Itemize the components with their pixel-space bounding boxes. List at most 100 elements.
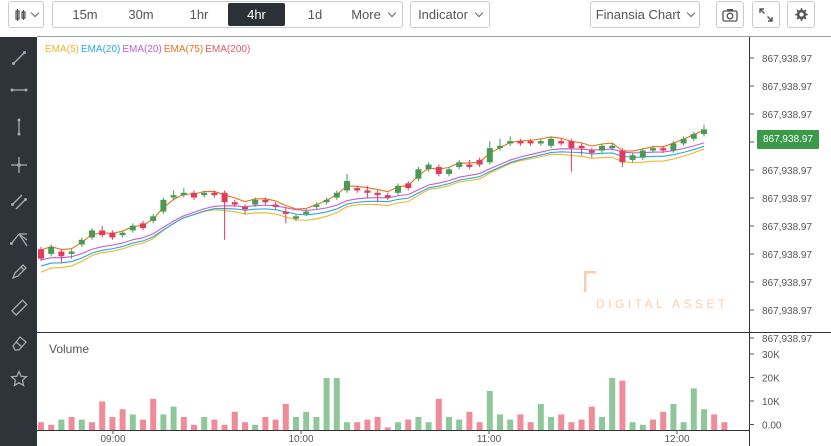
volume-bar [721, 422, 728, 430]
volume-bar [609, 378, 616, 430]
volume-bar [384, 427, 391, 430]
ema-line [40, 142, 705, 261]
volume-bar [537, 404, 544, 430]
candle-body [476, 159, 483, 165]
candle-body [140, 223, 146, 229]
volume-title: Volume [49, 342, 90, 356]
volume-axis-label: 30K [762, 350, 780, 361]
vertical-line-icon [17, 118, 21, 136]
candle-body [68, 251, 75, 254]
candle-body [384, 195, 391, 198]
volume-bar [374, 417, 381, 430]
volume-bar [476, 422, 483, 430]
volume-bar [170, 406, 177, 430]
volume-bar [619, 380, 626, 430]
legend-ema75[interactable]: EMA(75) [163, 44, 204, 55]
brush-tool[interactable] [6, 259, 32, 285]
candle-body [313, 204, 320, 207]
chart-type-button[interactable] [8, 1, 44, 28]
settings-button[interactable] [787, 1, 815, 28]
fork-tool[interactable] [6, 226, 32, 252]
camera-icon [722, 8, 738, 22]
expand-icon [759, 7, 773, 22]
candle-body [548, 138, 554, 146]
volume-bar [38, 422, 44, 430]
legend-ema20-a[interactable]: EMA(20) [80, 44, 121, 55]
interval-1d[interactable]: 1d [307, 7, 323, 22]
candle-body [180, 192, 187, 196]
interval-1hr[interactable]: 1hr [189, 7, 209, 22]
volume-bar [201, 417, 208, 430]
candle-body [415, 169, 422, 179]
interval-4hr[interactable]: 4hr [228, 3, 285, 26]
price-axis-label: 867,938.97 [762, 334, 812, 345]
horizontal-line-icon [10, 88, 28, 92]
candle-body [456, 162, 463, 167]
volume-bar [180, 417, 187, 430]
candle-body [486, 148, 493, 163]
candle-body [119, 232, 126, 236]
crosshair-tool[interactable] [6, 152, 32, 178]
crosshair-icon [11, 157, 27, 173]
price-axis-label: 867,938.97 [762, 278, 812, 289]
interval-15m[interactable]: 15m [72, 7, 98, 22]
volume-bar [690, 388, 697, 430]
candle-body [221, 192, 228, 203]
candle-body [670, 143, 677, 151]
candle-body [282, 211, 289, 214]
candle-body [588, 150, 595, 153]
screenshot-button[interactable] [716, 1, 744, 28]
candle-body [650, 148, 656, 151]
watermark-text: DIGITAL ASSET [596, 297, 729, 311]
time-axis-label: 10:00 [288, 434, 313, 445]
eraser-tool[interactable] [6, 330, 32, 356]
legend-ema5[interactable]: EMA(5) [45, 44, 79, 55]
price-axis-label: 867,938.97 [762, 82, 812, 93]
trend-line-tool[interactable] [6, 45, 32, 71]
drawing-toolbar [0, 37, 37, 446]
chart-source-select[interactable]: Finansia Chart [590, 1, 700, 28]
favorites-tool[interactable] [6, 366, 32, 392]
candle-body [578, 145, 585, 149]
volume-bar [313, 417, 320, 430]
volume-bar [252, 424, 259, 430]
volume-bar [639, 424, 646, 430]
horizontal-line-tool[interactable] [6, 77, 32, 103]
candle-body [129, 225, 136, 231]
candle-body [211, 192, 218, 196]
candle-body [191, 192, 197, 198]
interval-30m[interactable]: 30m [128, 7, 154, 22]
candle-body [599, 145, 605, 151]
candle-body [48, 246, 55, 254]
legend-ema200[interactable]: EMA(200) [205, 44, 251, 55]
ruler-tool[interactable] [6, 295, 32, 321]
eraser-icon [12, 336, 27, 351]
fork-icon [10, 233, 28, 247]
indicator-button[interactable]: Indicator [410, 1, 490, 28]
watermark-logo [584, 271, 596, 292]
gear-icon [794, 8, 808, 21]
legend-ema20-b[interactable]: EMA(20) [122, 44, 162, 55]
candle-body [507, 141, 514, 144]
more-intervals-button[interactable]: More [345, 3, 401, 26]
volume-bar [497, 414, 503, 430]
volume-bar [231, 411, 238, 430]
candle-body [517, 141, 524, 144]
channel-tool[interactable] [6, 189, 32, 215]
volume-bar [466, 411, 473, 430]
volume-bar [78, 419, 85, 430]
candle-body [293, 216, 299, 219]
volume-bar [58, 419, 65, 430]
volume-bar [415, 417, 422, 430]
indicator-label: Indicator [418, 7, 468, 22]
candle-body [231, 202, 238, 205]
brush-icon [11, 264, 27, 280]
vertical-line-tool[interactable] [6, 114, 32, 140]
volume-bar [129, 414, 136, 430]
fullscreen-button[interactable] [752, 1, 780, 28]
candle-body [395, 185, 401, 193]
candle-body [558, 141, 565, 144]
volume-bar [48, 424, 55, 430]
trend-line-icon [12, 51, 26, 65]
